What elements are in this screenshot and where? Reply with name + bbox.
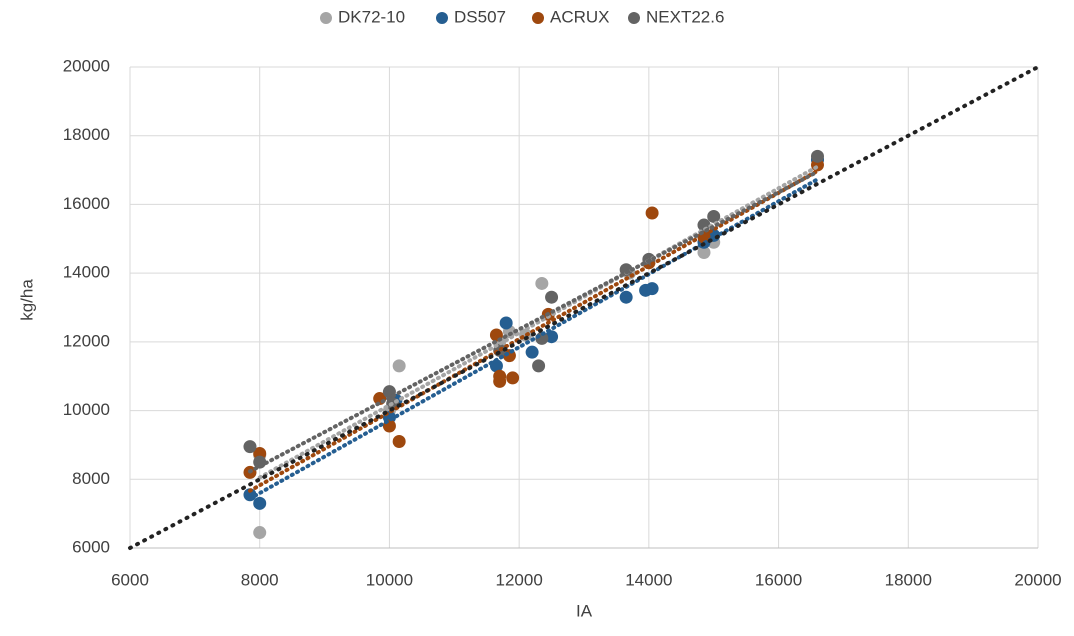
point (619, 290, 633, 304)
x-tick-label: 10000 (366, 570, 413, 589)
trendline (257, 164, 820, 480)
y-tick-label: 16000 (63, 194, 110, 213)
x-tick-label: 12000 (496, 570, 543, 589)
point (499, 316, 513, 330)
x-tick-label: 6000 (111, 570, 149, 589)
point (253, 526, 267, 540)
legend-label: DK72-10 (338, 7, 405, 26)
point (506, 371, 520, 385)
x-tick-label: 16000 (755, 570, 802, 589)
x-tick-label: 14000 (625, 570, 672, 589)
point (525, 345, 539, 359)
y-tick-label: 12000 (63, 331, 110, 350)
point (243, 488, 257, 502)
point (545, 330, 559, 344)
y-tick-label: 20000 (63, 56, 110, 75)
y-tick-label: 10000 (63, 400, 110, 419)
x-tick-label: 8000 (241, 570, 279, 589)
point (392, 359, 406, 373)
reference-line (128, 65, 1040, 550)
point (697, 246, 711, 260)
point (253, 496, 267, 510)
point (810, 149, 824, 163)
point (392, 434, 406, 448)
y-axis-label: kg/ha (17, 279, 36, 321)
point (707, 209, 721, 223)
x-tick-label: 18000 (885, 570, 932, 589)
y-tick-label: 14000 (63, 263, 110, 282)
point (645, 206, 659, 220)
legend-label: DS507 (454, 7, 506, 26)
legend-label: NEXT22.6 (646, 7, 724, 26)
y-tick-label: 6000 (72, 537, 110, 556)
trendline (247, 177, 820, 501)
point (535, 276, 549, 290)
legend-marker (436, 12, 448, 24)
point (243, 440, 257, 454)
legend-marker (628, 12, 640, 24)
y-tick-label: 18000 (63, 125, 110, 144)
legend-marker (320, 12, 332, 24)
x-tick-label: 20000 (1014, 570, 1061, 589)
point (545, 290, 559, 304)
legend-label: ACRUX (550, 7, 610, 26)
x-axis-label: IA (576, 601, 593, 620)
legend-marker (532, 12, 544, 24)
trendline (247, 168, 820, 493)
point (532, 359, 546, 373)
point (645, 282, 659, 296)
trendline (247, 169, 820, 474)
y-tick-label: 8000 (72, 469, 110, 488)
point (493, 369, 507, 383)
